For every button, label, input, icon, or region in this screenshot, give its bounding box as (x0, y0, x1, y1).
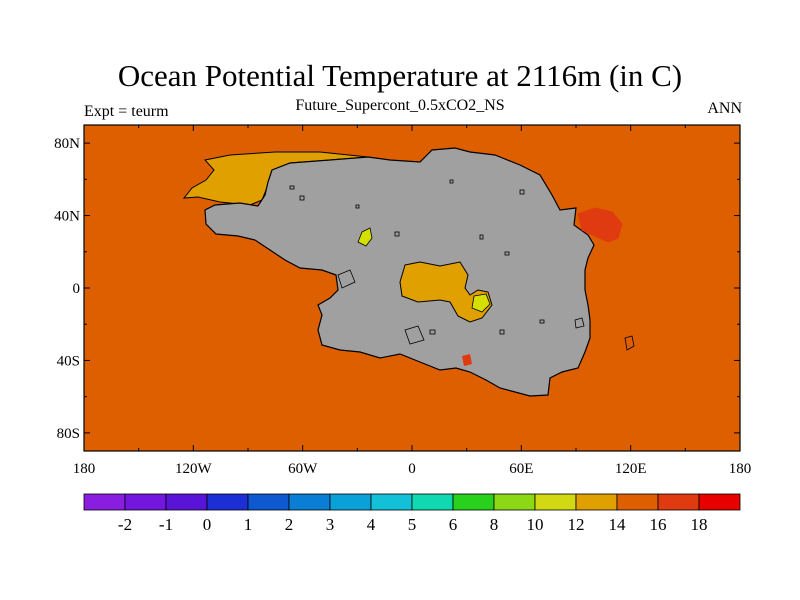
colorbar-swatch (206, 493, 249, 511)
colorbar-swatch (698, 493, 741, 511)
colorbar-swatch (329, 493, 372, 511)
season-label: ANN (707, 100, 742, 117)
map-plot (83, 124, 741, 452)
central-cold-spot (471, 293, 491, 313)
x-tick-label: 0 (408, 461, 416, 477)
colorbar-label: 18 (691, 515, 708, 534)
y-tick-label: 40S (57, 353, 80, 369)
colorbar-label: -2 (118, 515, 132, 534)
experiment-label: Expt = teurm (84, 103, 169, 120)
colorbar-label: 2 (285, 515, 294, 534)
colorbar-swatch (411, 493, 454, 511)
inland-spot (357, 227, 373, 247)
colorbar-label: 16 (650, 515, 667, 534)
colorbar-swatch (534, 493, 577, 511)
x-tick-label: 60E (509, 461, 533, 477)
colorbar-label: 10 (527, 515, 544, 534)
x-tick-label: 120E (615, 461, 647, 477)
colorbar-swatch (493, 493, 536, 511)
colorbar-label: 3 (326, 515, 335, 534)
y-tick-label: 80S (57, 426, 80, 442)
colorbar-label: 1 (244, 515, 253, 534)
colorbar-swatch (288, 493, 331, 511)
colorbar-label: 8 (490, 515, 499, 534)
colorbar-label: 5 (408, 515, 417, 534)
x-tick-label: 180 (73, 461, 96, 477)
x-tick-label: 60W (288, 461, 318, 477)
axis-ticks (83, 125, 741, 451)
colorbar-swatch (657, 493, 700, 511)
chart-title: Ocean Potential Temperature at 2116m (in… (117, 58, 683, 93)
coastline-details (289, 179, 635, 351)
colorbar-label: 0 (203, 515, 212, 534)
y-tick-label: 80N (54, 136, 80, 152)
x-tick-label: 120W (175, 461, 213, 477)
colorbar-label: 14 (609, 515, 627, 534)
chart-subtitle: Future_Supercont_0.5xCO2_NS (295, 97, 505, 114)
colorbar-swatch (370, 493, 413, 511)
axis-tick-labels: 180 120W 60W 0 60E 120E 180 80N 40N 0 40S 80S (54, 136, 751, 477)
x-tick-label: 180 (729, 461, 752, 477)
south-warm-spot (462, 354, 472, 366)
colorbar-swatch (247, 493, 290, 511)
supercontinent-land (204, 147, 595, 397)
colorbar-swatch (616, 493, 659, 511)
colorbar-swatch (124, 493, 167, 511)
colorbar-label: 6 (449, 515, 458, 534)
y-tick-label: 0 (73, 281, 81, 297)
colorbar-swatch (83, 493, 126, 511)
y-tick-label: 40N (54, 209, 80, 225)
colorbar: -2 -1 0 1 2 3 4 5 6 8 10 12 14 16 18 (83, 493, 741, 534)
colorbar-label: 4 (367, 515, 376, 534)
colorbar-swatch (452, 493, 495, 511)
east-warm-anomaly (577, 207, 623, 243)
colorbar-swatch (575, 493, 618, 511)
colorbar-swatch (165, 493, 208, 511)
colorbar-label: 12 (568, 515, 585, 534)
central-sea (399, 261, 493, 323)
colorbar-label: -1 (159, 515, 173, 534)
